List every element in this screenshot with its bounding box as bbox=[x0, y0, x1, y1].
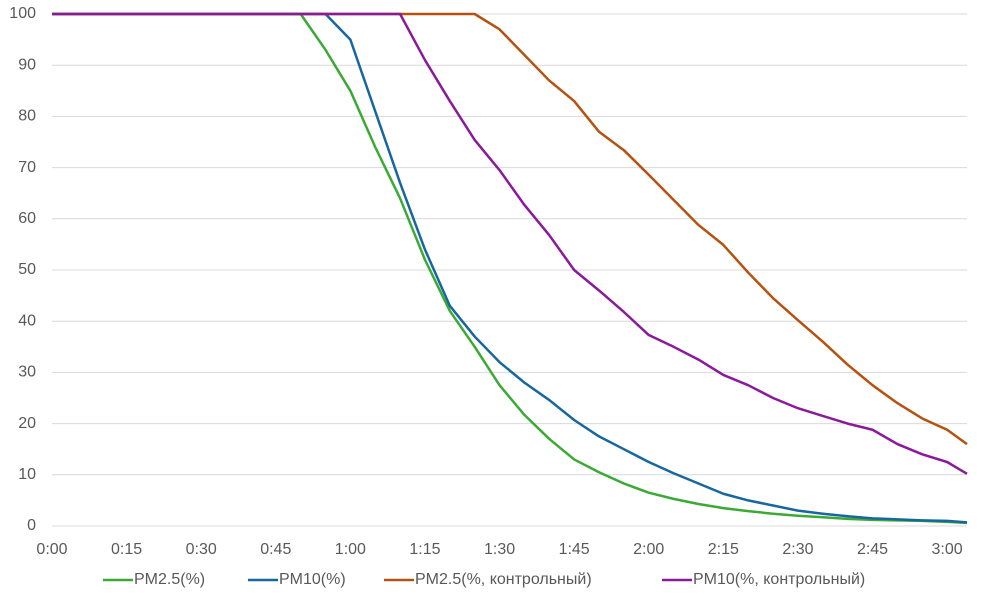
y-tick-label: 10 bbox=[18, 466, 36, 483]
x-tick-label: 0:30 bbox=[186, 541, 217, 558]
x-tick-label: 1:45 bbox=[559, 541, 590, 558]
legend-label: PM10(%) bbox=[279, 571, 346, 588]
x-tick-label: 2:15 bbox=[708, 541, 739, 558]
y-tick-label: 60 bbox=[18, 210, 36, 227]
y-tick-label: 90 bbox=[18, 56, 36, 73]
x-tick-label: 0:15 bbox=[111, 541, 142, 558]
x-tick-label: 2:45 bbox=[857, 541, 888, 558]
series-line bbox=[52, 12, 968, 524]
y-tick-label: 70 bbox=[18, 159, 36, 176]
y-tick-label: 0 bbox=[27, 517, 36, 534]
series-line bbox=[52, 12, 968, 475]
x-tick-label: 0:00 bbox=[36, 541, 67, 558]
y-tick-label: 100 bbox=[9, 5, 36, 22]
legend-label: PM2.5(%, контрольный) bbox=[415, 571, 592, 588]
x-tick-label: 2:00 bbox=[633, 541, 664, 558]
legend-label: PM2.5(%) bbox=[134, 571, 205, 588]
series-line bbox=[52, 12, 968, 525]
series-line bbox=[52, 12, 968, 446]
y-tick-label: 20 bbox=[18, 415, 36, 432]
y-tick-label: 30 bbox=[18, 364, 36, 381]
x-tick-label: 1:00 bbox=[335, 541, 366, 558]
y-tick-label: 80 bbox=[18, 108, 36, 125]
x-tick-label: 1:15 bbox=[409, 541, 440, 558]
x-tick-label: 0:45 bbox=[260, 541, 291, 558]
x-tick-label: 1:30 bbox=[484, 541, 515, 558]
y-tick-label: 40 bbox=[18, 312, 36, 329]
x-tick-label: 2:30 bbox=[782, 541, 813, 558]
legend-label: PM10(%, контрольный) bbox=[693, 571, 865, 588]
x-tick-label: 3:00 bbox=[932, 541, 963, 558]
y-tick-label: 50 bbox=[18, 261, 36, 278]
